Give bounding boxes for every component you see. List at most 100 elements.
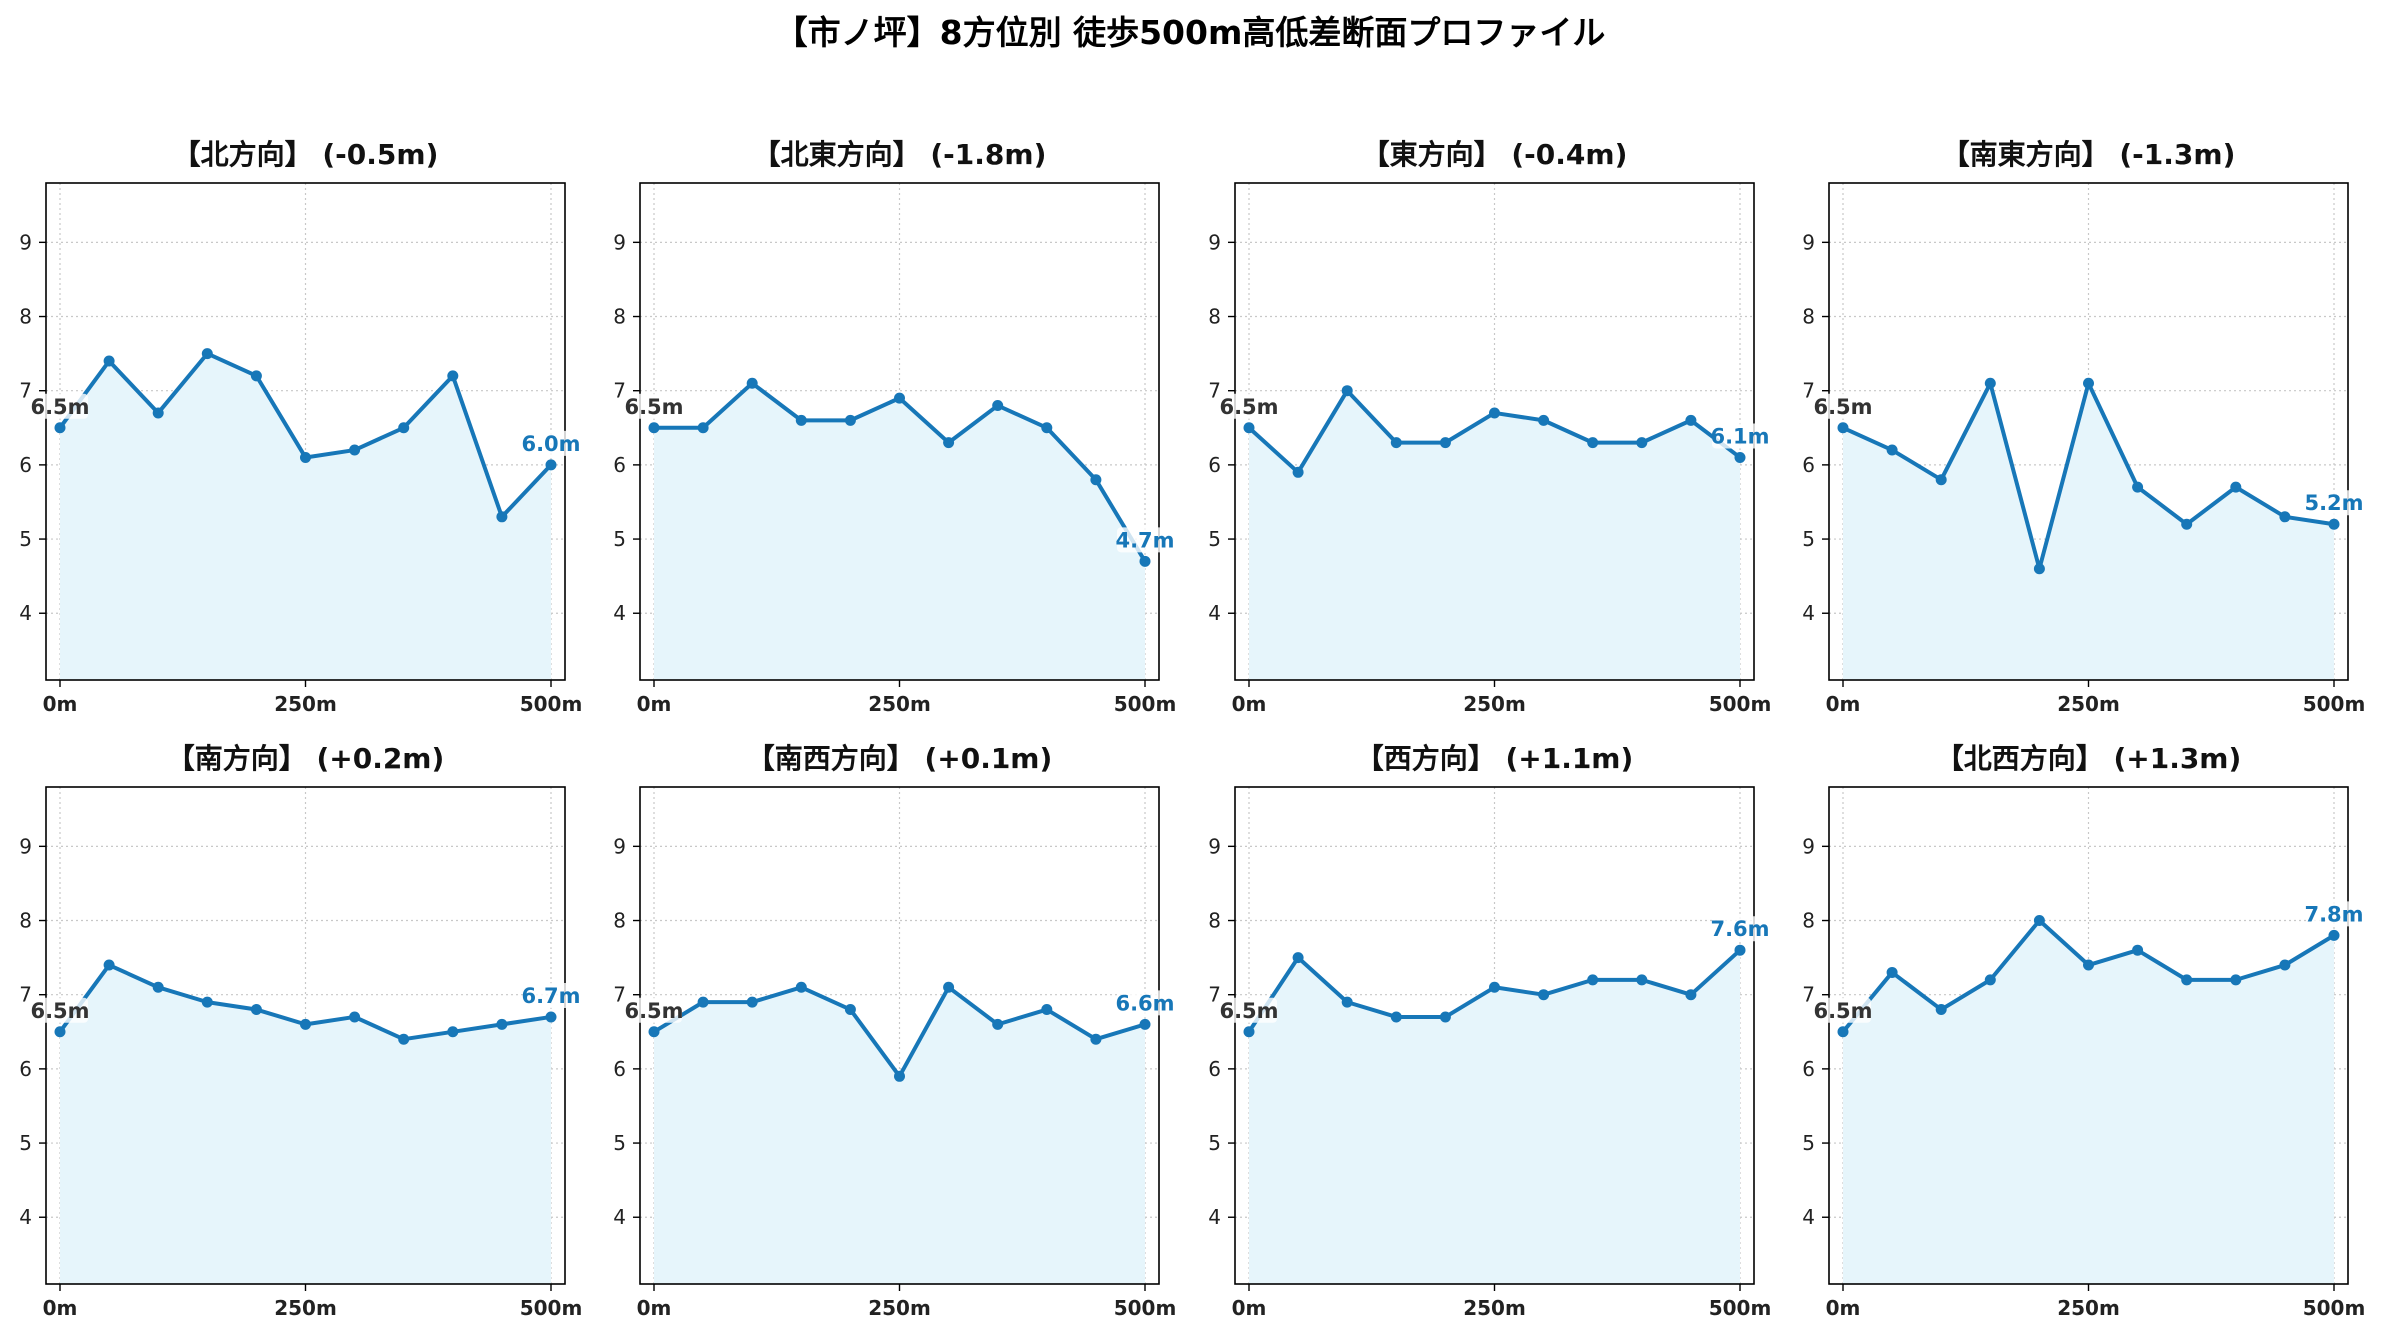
y-tick-label: 4	[1802, 601, 1815, 625]
chart-panel-7: 0m 250m 500m 4 5 6 7 8 9 【西方向】 (+1.1m) 6.5m 7.6m	[1208, 742, 1771, 1320]
start-value-label-bg	[626, 393, 682, 419]
x-tick-label: 0m	[637, 1296, 672, 1320]
y-tick-label: 6	[1802, 1057, 1815, 1081]
data-point	[2328, 929, 2340, 941]
start-value-label-text: 6.5m	[1219, 395, 1278, 419]
elevation-area	[1249, 390, 1740, 680]
start-value-label-text: 6.5m	[1219, 999, 1278, 1023]
start-value-label-text: 6.5m	[1813, 395, 1872, 419]
y-tick-label: 5	[19, 1131, 32, 1155]
panel-title: 【東方向】 (-0.4m)	[1362, 138, 1628, 171]
elevation-area	[1843, 383, 2334, 680]
y-tick-label: 4	[613, 1205, 626, 1229]
x-tick-label: 500m	[520, 692, 583, 716]
data-point	[1984, 974, 1996, 986]
y-tick-label: 4	[1208, 1205, 1221, 1229]
data-point	[545, 459, 557, 471]
y-tick-label: 6	[1802, 453, 1815, 477]
y-tick-label: 6	[613, 1057, 626, 1081]
chart-panel-3: 0m 250m 500m 4 5 6 7 8 9 【東方向】 (-0.4m) 6.5m 6.1m	[1208, 138, 1771, 716]
data-point	[1886, 444, 1898, 456]
y-tick-label: 6	[1208, 453, 1221, 477]
start-value-label-bg	[1815, 997, 1871, 1023]
elevation-area	[654, 383, 1145, 680]
y-tick-label: 8	[613, 909, 626, 933]
data-point	[992, 1018, 1004, 1030]
data-point	[2279, 959, 2291, 971]
y-tick-label: 8	[613, 305, 626, 329]
data-point	[2328, 518, 2340, 530]
data-point	[1886, 966, 1898, 978]
data-point	[103, 355, 115, 367]
x-tick-label: 250m	[274, 692, 337, 716]
data-point	[1489, 981, 1500, 993]
elevation-area	[60, 353, 551, 680]
end-value-label: 6.6m	[1115, 990, 1175, 1016]
figure-title: 【市ノ坪】8方位別 徒歩500m高低差断面プロファイル	[775, 13, 1606, 52]
data-point	[2279, 511, 2291, 523]
data-point	[1538, 414, 1550, 426]
end-value-label-bg	[1117, 990, 1173, 1016]
end-value-label-text: 6.7m	[521, 984, 580, 1008]
data-point	[349, 1011, 361, 1023]
data-point	[1636, 974, 1648, 986]
y-tick-label: 7	[1208, 983, 1221, 1007]
end-value-label-bg	[523, 982, 579, 1008]
data-point	[1041, 1004, 1053, 1016]
y-tick-label: 7	[1208, 379, 1221, 403]
y-tick-label: 5	[1802, 1131, 1815, 1155]
elevation-area	[60, 965, 551, 1284]
end-value-label-bg	[523, 430, 579, 456]
y-tick-label: 5	[1208, 1131, 1221, 1155]
y-tick-label: 9	[1802, 230, 1815, 254]
data-point	[795, 414, 807, 426]
y-tick-label: 7	[613, 983, 626, 1007]
data-point	[844, 414, 856, 426]
panel-title: 【北西方向】 (+1.3m)	[1936, 742, 2242, 775]
data-point	[992, 400, 1004, 412]
data-point	[2132, 481, 2144, 493]
y-tick-label: 5	[1802, 527, 1815, 551]
start-value-label-bg	[32, 393, 88, 419]
data-point	[1439, 437, 1451, 449]
y-tick-label: 6	[19, 1057, 32, 1081]
data-point	[1292, 466, 1304, 478]
panel-title: 【西方向】 (+1.1m)	[1356, 742, 1634, 775]
end-value-label: 6.0m	[521, 430, 581, 456]
y-tick-label: 6	[1208, 1057, 1221, 1081]
y-tick-label: 4	[1802, 1205, 1815, 1229]
y-tick-label: 7	[19, 379, 32, 403]
y-tick-label: 8	[1802, 909, 1815, 933]
data-point	[1935, 1004, 1947, 1016]
x-tick-label: 0m	[43, 1296, 78, 1320]
y-tick-label: 9	[1208, 834, 1221, 858]
data-point	[943, 437, 955, 449]
y-tick-label: 8	[19, 305, 32, 329]
y-tick-label: 5	[613, 527, 626, 551]
data-point	[697, 422, 709, 434]
start-value-label-bg	[1815, 393, 1871, 419]
data-point	[1837, 1026, 1849, 1038]
start-value-label: 6.5m	[30, 997, 90, 1023]
data-point	[201, 348, 213, 360]
end-value-label-text: 7.8m	[2304, 902, 2363, 926]
data-point	[943, 981, 955, 993]
chart-panel-5: 0m 250m 500m 4 5 6 7 8 9 【南方向】 (+0.2m) 6.5m 6.7m	[19, 742, 582, 1320]
data-point	[1984, 377, 1996, 389]
data-point	[1587, 437, 1599, 449]
data-point	[447, 370, 459, 382]
start-value-label: 6.5m	[30, 393, 90, 419]
y-tick-label: 4	[19, 601, 32, 625]
data-point	[1243, 422, 1255, 434]
end-value-label-text: 6.6m	[1115, 991, 1174, 1015]
data-point	[1090, 1033, 1102, 1045]
end-value-label-text: 4.7m	[1115, 528, 1174, 552]
end-value-label-bg	[2306, 901, 2362, 927]
end-value-label-bg	[1712, 423, 1768, 449]
start-value-label-bg	[1221, 997, 1277, 1023]
data-point	[746, 996, 758, 1008]
data-point	[201, 996, 213, 1008]
y-tick-label: 7	[1802, 983, 1815, 1007]
data-point	[746, 377, 758, 389]
x-tick-label: 250m	[2057, 692, 2120, 716]
